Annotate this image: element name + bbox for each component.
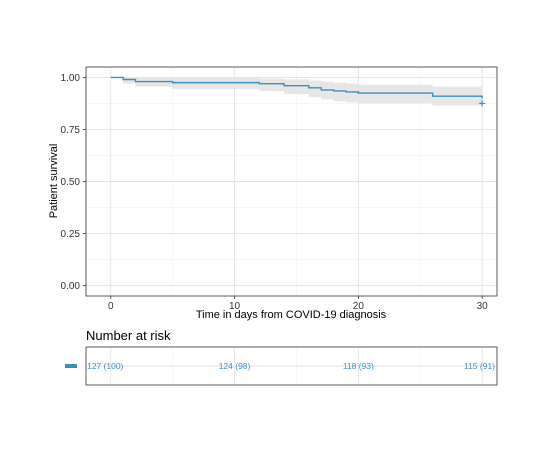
risk-count-label: 124 (98) xyxy=(219,361,251,371)
censor-mark xyxy=(479,100,486,107)
x-axis: 0 10 20 30 xyxy=(108,296,488,312)
x-tick-label: 30 xyxy=(477,301,489,312)
risk-count-label: 115 (91) xyxy=(464,361,495,371)
x-tick-label: 10 xyxy=(229,301,241,312)
plot-panel: 0.00 0.25 0.50 0.75 1.00 0 10 20 30 xyxy=(61,66,498,312)
confidence-band xyxy=(110,77,483,108)
x-axis-title: Time in days from COVID-19 diagnosis xyxy=(196,309,387,321)
survival-curve xyxy=(110,76,486,107)
y-tick-label: 1.00 xyxy=(61,73,81,84)
x-tick-label: 20 xyxy=(353,301,365,312)
risk-count-label: 127 (100) xyxy=(87,361,124,371)
y-tick-label: 0.00 xyxy=(61,281,81,292)
y-axis: 0.00 0.25 0.50 0.75 1.00 xyxy=(61,73,86,292)
x-tick-label: 0 xyxy=(108,301,114,312)
y-tick-label: 0.75 xyxy=(61,125,81,136)
survival-step-line xyxy=(110,76,483,99)
risk-table-title: Number at risk xyxy=(86,328,171,343)
confidence-band-area xyxy=(110,77,483,108)
y-tick-label: 0.25 xyxy=(61,229,81,240)
risk-table: 127 (100) 124 (98) 118 (93) 115 (91) xyxy=(65,346,498,386)
risk-strata-key xyxy=(65,364,77,368)
y-tick-label: 0.50 xyxy=(61,177,81,188)
y-axis-title: Patient survival xyxy=(48,144,60,219)
risk-count-label: 118 (93) xyxy=(343,361,374,371)
